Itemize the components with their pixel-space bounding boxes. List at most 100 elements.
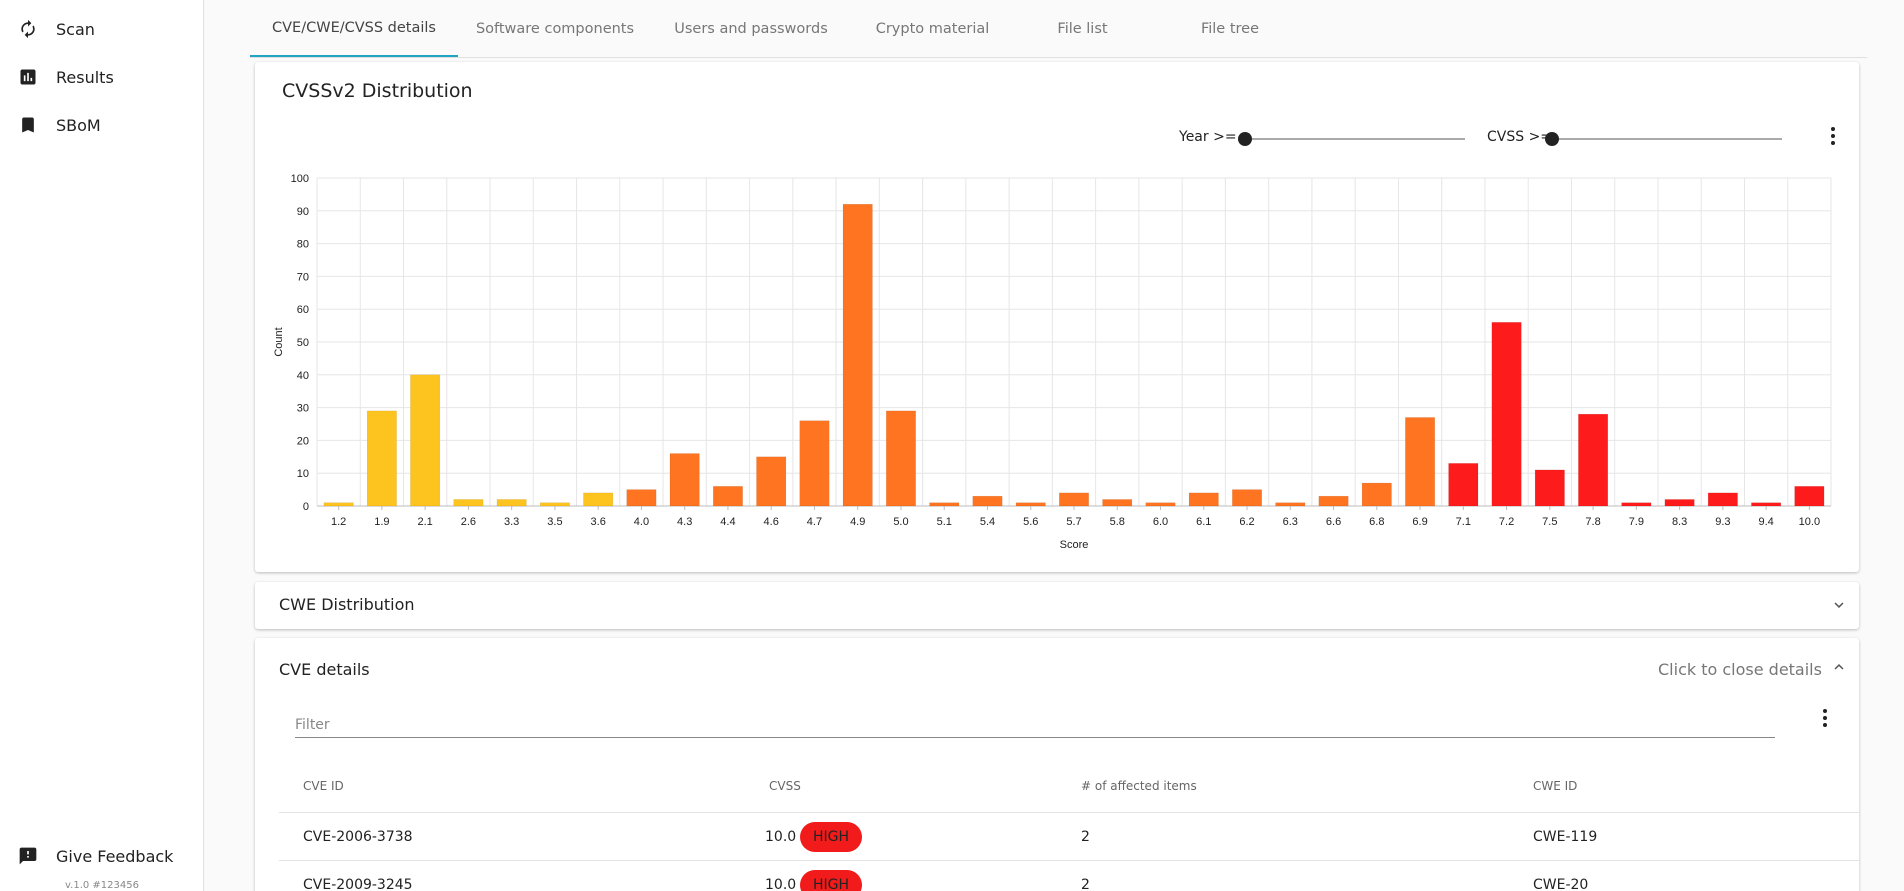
row-divider (279, 860, 1859, 861)
sidebar-item-scan[interactable]: Scan (0, 7, 203, 51)
filter-input[interactable] (295, 713, 1775, 738)
chart-bar (1059, 492, 1089, 507)
tab-crypto-material[interactable]: Crypto material (875, 20, 990, 37)
chart-bar (366, 410, 397, 507)
x-tick-label: 10.0 (1799, 516, 1820, 528)
chart-menu-button[interactable] (1823, 124, 1843, 148)
chart-bar (756, 456, 787, 507)
sidebar: Scan Results SBoM Give Feedback v.1.0 #1… (0, 0, 204, 891)
chart-bar (1318, 495, 1349, 507)
chart-bar (1794, 486, 1825, 507)
feedback-icon (17, 845, 39, 867)
close-details-label[interactable]: Click to close details (1658, 660, 1822, 679)
x-axis-title: Score (1060, 539, 1089, 551)
tab-cve-cwe-cvss[interactable]: CVE/CWE/CVSS details (250, 0, 458, 57)
x-tick-label: 6.9 (1412, 516, 1427, 528)
chart-bar (1664, 499, 1695, 507)
sidebar-item-results[interactable]: Results (0, 55, 203, 99)
year-slider-track[interactable] (1245, 138, 1465, 140)
y-tick-label: 20 (297, 435, 309, 447)
chart-bar (1578, 413, 1609, 507)
x-tick-label: 6.8 (1369, 516, 1384, 528)
y-axis-title: Count (273, 327, 285, 356)
chevron-up-icon[interactable] (1830, 658, 1848, 680)
chart-bar (1102, 499, 1133, 507)
cwe-distribution-panel[interactable]: CWE Distribution (255, 582, 1859, 629)
y-tick-label: 10 (297, 468, 309, 480)
x-tick-label: 7.2 (1499, 516, 1514, 528)
column-header-affected-items[interactable]: # of affected items (1081, 779, 1197, 793)
cvss-slider-track[interactable] (1552, 138, 1782, 140)
cvss-distribution-card: CVSSv2 Distribution Year >= CVSS >= 0 10 2… (255, 62, 1859, 572)
column-header-cvss[interactable]: CVSS (769, 779, 801, 793)
x-tick-label: 9.4 (1758, 516, 1773, 528)
chart-bar (972, 495, 1003, 507)
tab-file-list[interactable]: File list (1057, 20, 1108, 37)
cvss-score-cell: 10.0 (765, 877, 797, 891)
chart-bar (323, 502, 354, 507)
x-tick-label: 2.6 (461, 516, 476, 528)
x-tick-label: 4.6 (764, 516, 779, 528)
chart-bar (1621, 502, 1652, 507)
x-tick-label: 3.5 (547, 516, 562, 528)
severity-badge: HIGH (800, 822, 862, 852)
x-tick-label: 7.9 (1629, 516, 1644, 528)
tab-bar: CVE/CWE/CVSS details Software components… (250, 0, 1867, 58)
x-tick-label: 4.3 (677, 516, 692, 528)
header-divider (279, 812, 1859, 813)
year-filter-label: Year >= (1179, 129, 1237, 145)
sidebar-item-sbom[interactable]: SBoM (0, 103, 203, 147)
column-header-cve-id[interactable]: CVE ID (303, 779, 344, 793)
x-tick-label: 7.5 (1542, 516, 1557, 528)
x-tick-label: 5.8 (1110, 516, 1125, 528)
y-tick-label: 100 (291, 173, 309, 185)
chart-bar (1707, 492, 1738, 507)
cwe-section-title: CWE Distribution (279, 595, 415, 614)
tab-users-passwords[interactable]: Users and passwords (674, 20, 828, 37)
chart-bar (496, 499, 527, 507)
affected-items-cell: 2 (1081, 829, 1090, 845)
x-tick-label: 4.4 (720, 516, 735, 528)
give-feedback-label: Give Feedback (56, 846, 174, 866)
x-tick-label: 4.9 (850, 516, 865, 528)
chart-bar (583, 492, 614, 507)
y-tick-label: 30 (297, 403, 309, 415)
chart-bar (1145, 502, 1176, 507)
cvss-slider-thumb[interactable] (1545, 132, 1559, 146)
tab-software-components[interactable]: Software components (475, 20, 635, 37)
cvss-filter-label: CVSS >= (1487, 129, 1553, 145)
chart-bar (886, 410, 916, 507)
year-slider-thumb[interactable] (1238, 132, 1252, 146)
chevron-down-icon[interactable] (1830, 596, 1848, 618)
x-tick-label: 2.1 (417, 516, 432, 528)
cve-id-cell[interactable]: CVE-2009-3245 (303, 877, 413, 891)
cwe-id-cell[interactable]: CWE-20 (1533, 877, 1589, 891)
column-header-cwe-id[interactable]: CWE ID (1533, 779, 1578, 793)
chart-bar (712, 486, 743, 507)
chart-bar (799, 420, 830, 507)
x-tick-label: 6.3 (1283, 516, 1298, 528)
y-tick-label: 50 (297, 337, 309, 349)
cve-id-cell[interactable]: CVE-2006-3738 (303, 829, 413, 845)
x-tick-label: 3.3 (504, 516, 519, 528)
sidebar-item-label: SBoM (56, 115, 101, 135)
x-tick-label: 3.6 (591, 516, 606, 528)
cvss-card-title: CVSSv2 Distribution (282, 80, 473, 102)
cwe-id-cell[interactable]: CWE-119 (1533, 829, 1598, 845)
x-tick-label: 6.1 (1196, 516, 1211, 528)
chart-bar (410, 374, 441, 507)
chart-bar (1188, 492, 1219, 507)
x-tick-label: 5.6 (1023, 516, 1038, 528)
y-tick-label: 90 (297, 206, 309, 218)
x-tick-label: 5.4 (980, 516, 995, 528)
tab-file-tree[interactable]: File tree (1200, 20, 1260, 37)
x-tick-label: 7.1 (1456, 516, 1471, 528)
chart-bar (669, 453, 700, 507)
table-menu-button[interactable] (1815, 706, 1835, 730)
sidebar-item-label: Results (56, 67, 114, 87)
cve-section-title: CVE details (279, 660, 370, 679)
affected-items-cell: 2 (1081, 877, 1090, 891)
x-tick-label: 6.0 (1153, 516, 1168, 528)
give-feedback-button[interactable]: Give Feedback (0, 834, 203, 878)
chart-bar (1275, 502, 1306, 507)
